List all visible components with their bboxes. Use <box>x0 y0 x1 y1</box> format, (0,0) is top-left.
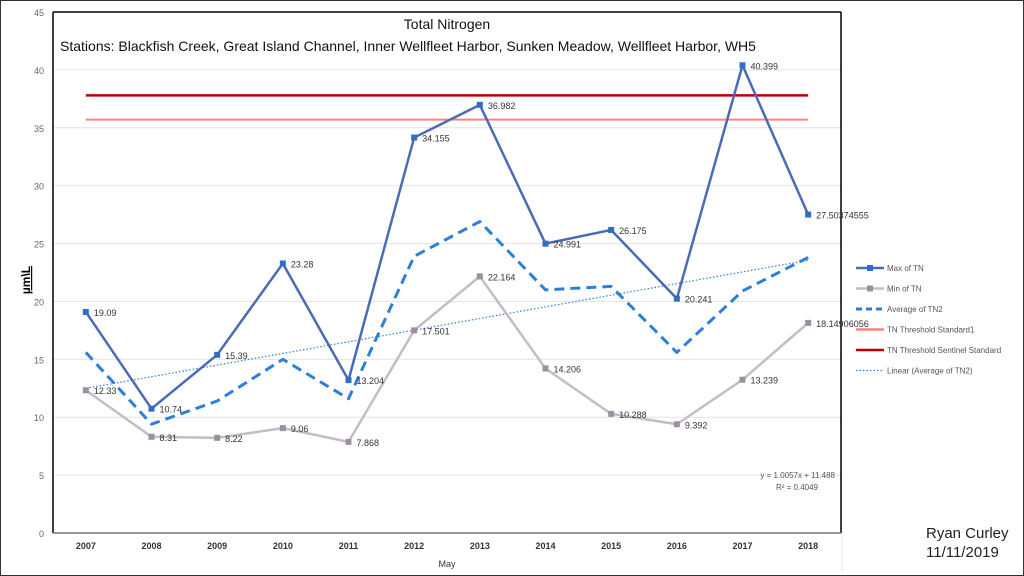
chart-subtitle: Stations: Blackfish Creek, Great Island … <box>60 38 756 54</box>
y-tick-label: 25 <box>34 240 44 250</box>
min-series-line <box>85 275 809 444</box>
x-tick-label: 2007 <box>76 541 96 551</box>
trendline-r2: R² = 0.4049 <box>776 483 819 492</box>
min-data-label: 13.239 <box>751 376 779 386</box>
legend-marker <box>867 265 873 271</box>
y-axis-label: µm\L <box>19 266 33 294</box>
y-tick-label: 45 <box>34 8 44 18</box>
x-tick-label: 2017 <box>732 541 752 551</box>
x-tick-label: 2018 <box>798 541 818 551</box>
max-marker <box>739 62 746 69</box>
min-data-label: 18.14906056 <box>816 319 869 329</box>
y-tick-label: 35 <box>34 124 44 134</box>
min-data-label: 7.868 <box>357 438 380 448</box>
min-marker <box>279 425 286 432</box>
max-marker <box>148 405 155 412</box>
max-marker <box>411 134 418 141</box>
max-marker <box>214 351 221 358</box>
legend-label: Average of TN2 <box>887 305 943 314</box>
min-data-label: 12.33 <box>94 386 117 396</box>
y-tick-label: 20 <box>34 297 44 307</box>
max-data-label: 36.982 <box>488 101 516 111</box>
legend-label: Linear (Average of TN2) <box>887 367 973 376</box>
x-tick-label: 2009 <box>207 541 227 551</box>
min-marker <box>673 421 680 428</box>
max-data-label: 19.09 <box>94 308 117 318</box>
min-data-label: 8.22 <box>225 434 243 444</box>
y-tick-label: 0 <box>39 529 44 539</box>
min-data-label: 17.501 <box>422 326 450 336</box>
legend-label: TN Threshold Sentinel Standard <box>887 346 1001 355</box>
max-marker <box>542 240 549 247</box>
max-data-label: 26.175 <box>619 226 647 236</box>
y-tick-label: 5 <box>39 471 44 481</box>
min-data-label: 22.164 <box>488 272 516 282</box>
signature: Ryan Curley 11/11/2019 <box>926 524 1009 562</box>
x-tick-label: 2011 <box>339 541 359 551</box>
trendline-equation: y = 1.0057x + 11.488 <box>760 471 835 480</box>
x-tick-label: 2010 <box>273 541 293 551</box>
min-marker <box>82 387 89 394</box>
legend-label: TN Threshold Standard1 <box>887 326 975 335</box>
x-tick-label: 2015 <box>601 541 621 551</box>
y-tick-label: 30 <box>34 182 44 192</box>
max-marker <box>345 377 352 384</box>
max-marker <box>608 226 615 233</box>
trendline <box>85 259 809 389</box>
signature-name: Ryan Curley <box>926 525 1009 542</box>
y-tick-label: 40 <box>34 66 44 76</box>
min-marker <box>214 434 221 441</box>
max-data-label: 13.204 <box>357 376 385 386</box>
y-tick-label: 15 <box>34 355 44 365</box>
min-data-label: 9.06 <box>291 424 309 434</box>
min-marker <box>542 365 549 372</box>
min-marker <box>148 433 155 440</box>
x-tick-label: 2016 <box>667 541 687 551</box>
max-data-label: 27.50374555 <box>816 211 869 221</box>
min-data-label: 8.31 <box>160 433 178 443</box>
x-tick-label: 2013 <box>470 541 490 551</box>
x-tick-label: 2012 <box>404 541 424 551</box>
max-marker <box>673 295 680 302</box>
max-data-label: 24.991 <box>554 240 582 250</box>
max-data-label: 40.399 <box>751 61 779 71</box>
min-data-label: 14.206 <box>554 365 582 375</box>
max-marker <box>82 308 89 315</box>
y-tick-label: 10 <box>34 413 44 423</box>
max-data-label: 23.28 <box>291 259 314 269</box>
max-marker <box>279 260 286 267</box>
min-marker <box>345 438 352 445</box>
max-marker <box>476 101 483 108</box>
min-marker <box>739 376 746 383</box>
min-marker <box>608 410 615 417</box>
legend-marker <box>867 285 873 292</box>
min-marker <box>805 319 812 326</box>
x-axis-label: May <box>438 559 456 569</box>
max-data-label: 20.241 <box>685 295 713 305</box>
max-data-label: 15.39 <box>225 351 248 361</box>
average-series-line <box>84 220 809 426</box>
legend-label: Min of TN <box>887 285 922 294</box>
max-data-label: 34.155 <box>422 134 450 144</box>
x-tick-label: 2014 <box>535 541 555 551</box>
max-series-line <box>84 64 810 410</box>
min-data-label: 10.288 <box>619 410 647 420</box>
min-marker <box>411 327 418 334</box>
min-marker <box>476 273 483 280</box>
legend-label: Max of TN <box>887 264 924 273</box>
signature-date: 11/11/2019 <box>926 544 999 561</box>
max-data-label: 10.74 <box>160 405 183 415</box>
chart-title: Total Nitrogen <box>404 16 490 32</box>
min-data-label: 9.392 <box>685 420 708 430</box>
max-marker <box>805 211 812 218</box>
x-tick-label: 2008 <box>141 541 161 551</box>
